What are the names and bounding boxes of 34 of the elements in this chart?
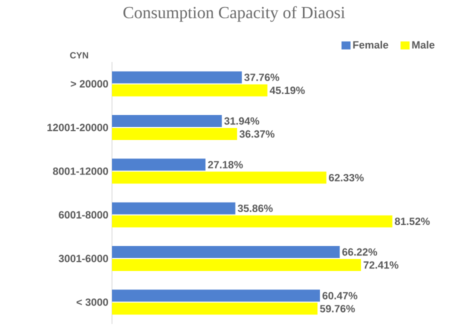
y-tick-label: 8001-12000 (52, 167, 108, 175)
y-tick-label: 6001-8000 (58, 211, 108, 219)
data-label: 59.76% (320, 304, 355, 312)
data-label: 45.19% (270, 86, 305, 94)
bar (112, 215, 392, 228)
bar (112, 259, 362, 272)
bar (112, 158, 206, 171)
y-tick-label: 12001-20000 (47, 124, 108, 132)
bar (112, 246, 340, 258)
data-label: 81.52% (394, 218, 430, 226)
data-label: 35.86% (238, 204, 273, 212)
legend-label: Female (353, 40, 388, 49)
data-label: 66.22% (342, 248, 378, 256)
y-tick-label: > 20000 (70, 80, 108, 88)
y-tick-label: 3001-6000 (58, 254, 108, 262)
bar (112, 71, 242, 84)
bar (112, 202, 236, 214)
bar (112, 84, 268, 96)
bar (112, 302, 318, 315)
bar (112, 128, 238, 140)
bar (112, 172, 326, 184)
data-label: 60.47% (322, 292, 358, 300)
data-label: 36.37% (240, 130, 274, 138)
data-label: 72.41% (364, 261, 398, 269)
y-tick-label: < 3000 (76, 298, 108, 306)
data-label: 31.94% (224, 117, 260, 125)
chart-title: Consumption Capacity of Diaosi (123, 6, 345, 22)
y-axis-title: CYN (70, 52, 88, 58)
data-label: 37.76% (244, 74, 280, 82)
data-label: 62.33% (328, 174, 364, 182)
data-label: 27.18% (208, 160, 243, 168)
bar (112, 115, 222, 128)
bar (112, 290, 320, 302)
legend-label: Male (412, 40, 434, 49)
